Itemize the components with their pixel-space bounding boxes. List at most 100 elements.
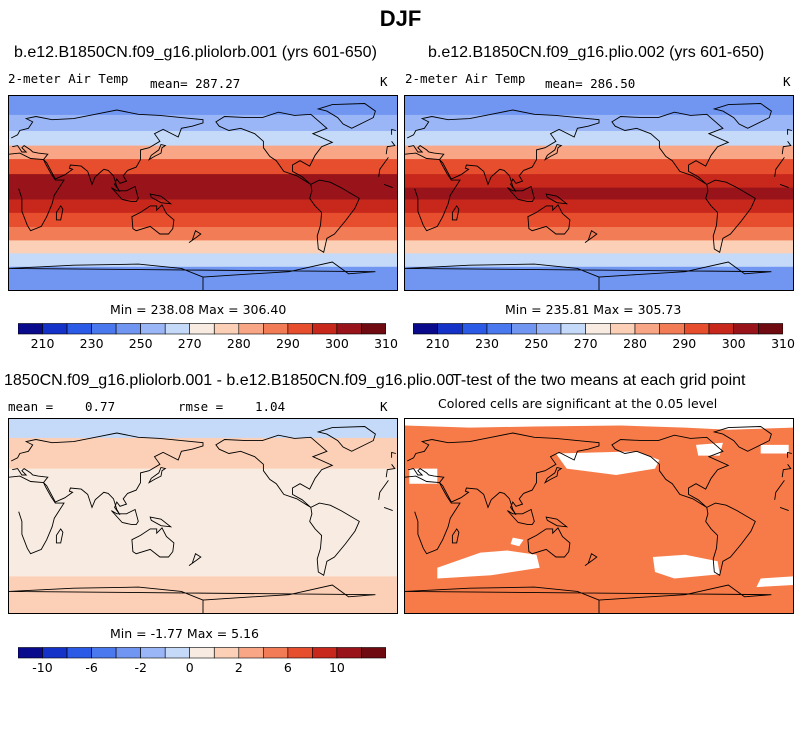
coastline-eurasia-0 xyxy=(781,464,792,478)
lat-band-50 xyxy=(9,454,397,470)
coastline-australia xyxy=(527,527,571,558)
colorbar-svg xyxy=(413,323,783,335)
coastline-new-guinea xyxy=(545,193,569,205)
colorbar-tick-label: 290 xyxy=(672,336,697,351)
colorbar-swatch xyxy=(312,323,338,335)
lat-band--25 xyxy=(9,535,397,551)
coastline-uk-2 xyxy=(787,451,793,458)
lat-band-80 xyxy=(9,96,397,116)
coastline-madagascar xyxy=(55,528,64,544)
panel2-variable: 2-meter Air Temp xyxy=(405,71,526,86)
lat-band--62 xyxy=(9,576,397,591)
colorbar-swatch xyxy=(91,647,117,659)
coastline-new-guinea xyxy=(545,516,569,528)
coastline-indonesia xyxy=(507,185,535,203)
coastline-africa-0 xyxy=(378,480,389,500)
colorbar-tick-label: 280 xyxy=(623,336,647,351)
colorbar-tick-label: -2 xyxy=(134,660,147,675)
coastline-africa-0 xyxy=(378,157,389,177)
coastline-indonesia xyxy=(111,508,139,526)
colorbar-swatch xyxy=(536,323,562,335)
panel2-mean: mean= 286.50 xyxy=(545,76,636,91)
coastline-africa-2 xyxy=(779,183,789,189)
colorbar-swatch xyxy=(42,647,68,659)
colorbar-tick-label: -10 xyxy=(32,660,53,675)
coastline-eurasia-0 xyxy=(385,464,396,478)
colorbar-swatch xyxy=(18,323,43,335)
coastline-greenland xyxy=(316,426,376,452)
nonsig-indian xyxy=(510,537,524,547)
panel1-map xyxy=(8,95,398,291)
colorbar-tick-label: 6 xyxy=(283,660,292,675)
lat-band-25 xyxy=(9,159,397,175)
colorbar-tick-label: 0 xyxy=(185,660,194,675)
significant-area xyxy=(405,419,793,613)
coastline-new-zealand xyxy=(188,553,202,566)
lat-band-80 xyxy=(9,419,397,439)
lat-band-0 xyxy=(9,187,397,201)
coastline-africa-0 xyxy=(774,480,785,500)
coastline-uk-2 xyxy=(391,451,397,458)
ttest-svg xyxy=(405,419,793,613)
lat-band--38 xyxy=(405,227,793,242)
lat-band--38 xyxy=(9,550,397,565)
colorbar-swatch xyxy=(511,323,537,335)
panel1-minmax: Min = 238.08 Max = 306.40 xyxy=(110,302,287,317)
panel4-map xyxy=(404,418,794,614)
coastline-eurasia-0 xyxy=(781,141,792,155)
lat-band--50 xyxy=(405,240,793,254)
colorbar-tick-label: 290 xyxy=(275,336,300,351)
colorbar-swatch xyxy=(238,323,264,335)
panel3-rmse-value: 1.04 xyxy=(255,399,286,414)
panel1-variable: 2-meter Air Temp xyxy=(8,71,129,86)
coastline-south-america xyxy=(309,179,360,254)
nonsig-south-pacific xyxy=(652,554,720,579)
colorbar-swatch xyxy=(42,323,68,335)
colorbar-swatch xyxy=(115,323,141,335)
coastline-north-america xyxy=(611,111,730,185)
colorbar-tick-label: -6 xyxy=(85,660,98,675)
coastline-greenland xyxy=(316,103,376,129)
lat-band-0 xyxy=(9,510,397,524)
coastline-antarctica xyxy=(9,584,376,613)
coastline-madagascar xyxy=(55,205,64,221)
coastline-africa-1 xyxy=(405,475,461,555)
coastline-new-zealand xyxy=(584,553,598,566)
lat-band-80 xyxy=(405,96,793,116)
coastline-greenland xyxy=(712,426,772,452)
nonsig-north-pacific xyxy=(555,451,660,475)
panel2-units: K xyxy=(783,74,791,89)
nonsig-atlantic-n xyxy=(760,444,789,454)
colorbar-svg xyxy=(18,647,386,659)
colorbar-tick-label: 300 xyxy=(721,336,746,351)
colorbar-swatch xyxy=(214,323,240,335)
coastline-australia xyxy=(527,204,571,235)
colorbar-tick-label: 210 xyxy=(30,336,55,351)
coastline-south-america xyxy=(309,502,360,577)
lat-band--25 xyxy=(405,212,793,228)
colorbar-swatch xyxy=(189,647,215,659)
figure-title: DJF xyxy=(379,6,422,31)
colorbar-swatch xyxy=(610,323,636,335)
colorbar-swatch xyxy=(140,647,166,659)
coastline-eurasia-0 xyxy=(385,141,396,155)
colorbar-swatch xyxy=(634,323,661,335)
colorbar-swatch xyxy=(66,323,92,335)
colorbar-swatch xyxy=(91,323,117,335)
colorbar-tick-label: 2 xyxy=(234,660,243,675)
coastline-japan xyxy=(147,143,167,161)
heatmap-svg xyxy=(405,96,793,290)
colorbar-tick-label: 250 xyxy=(524,336,549,351)
coastline-japan xyxy=(543,466,563,484)
colorbar-tick-label: 310 xyxy=(374,336,398,351)
coastline-africa-2 xyxy=(383,183,393,189)
coastline-new-guinea xyxy=(149,516,173,528)
lat-band--50 xyxy=(9,240,397,254)
lat-band-38 xyxy=(405,145,793,160)
colorbar-tick-label: 270 xyxy=(177,336,202,351)
coastline-africa-1 xyxy=(405,152,461,232)
coastline-greenland xyxy=(712,103,772,129)
heatmap-svg xyxy=(9,419,397,613)
coastline-south-america xyxy=(705,179,756,254)
heatmap-svg xyxy=(9,96,397,290)
